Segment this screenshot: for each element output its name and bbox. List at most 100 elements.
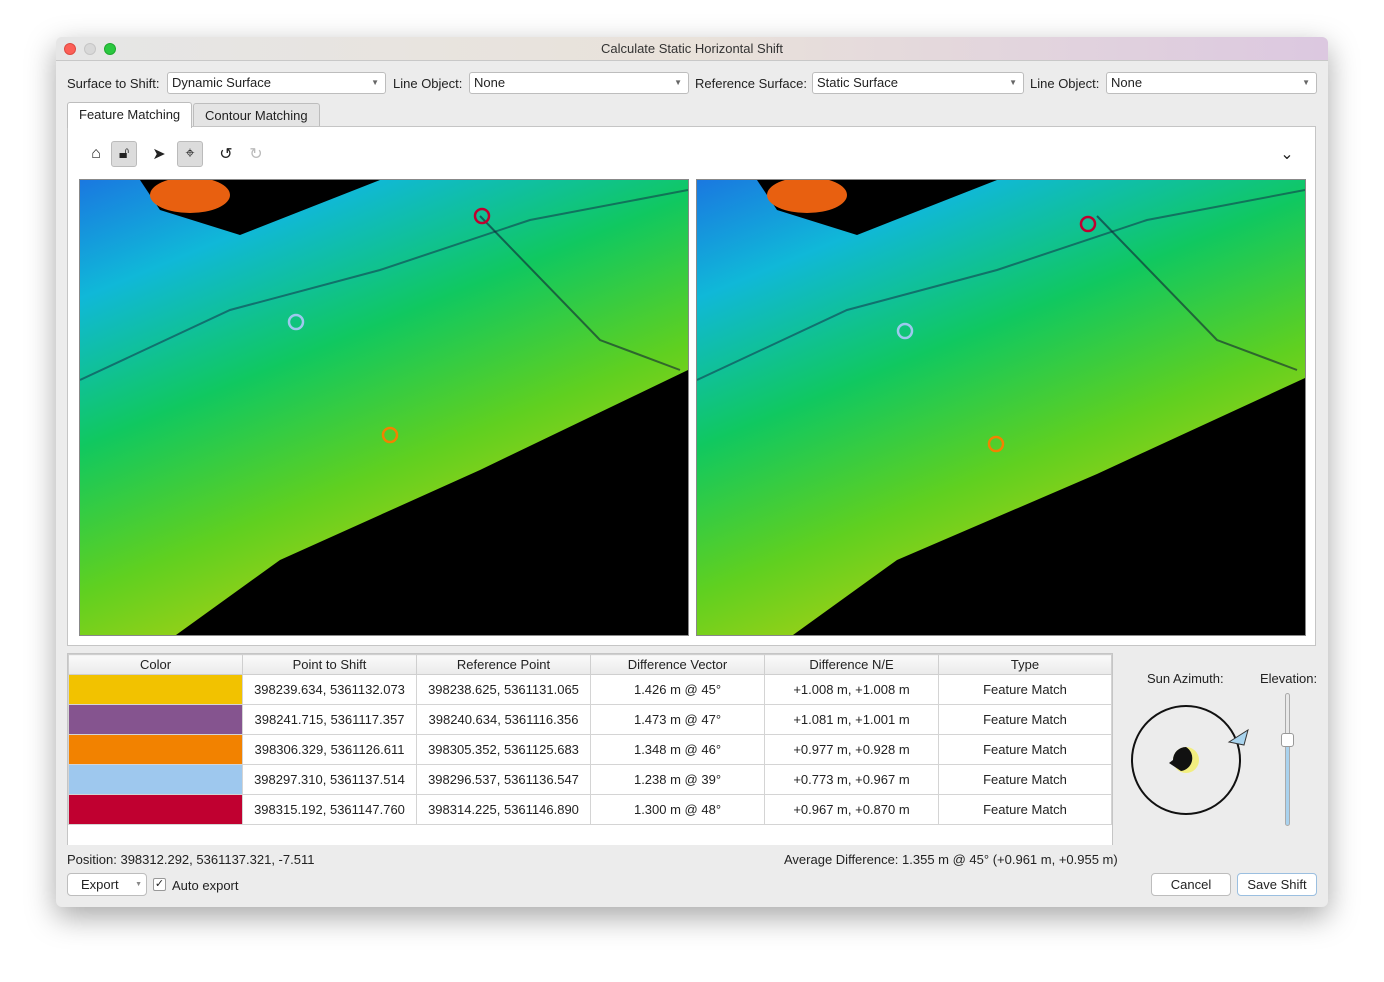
- reference-line-object-label: Line Object:: [1030, 76, 1100, 91]
- save-shift-button[interactable]: Save Shift: [1237, 873, 1317, 896]
- column-header-color[interactable]: Color: [68, 654, 243, 675]
- tab-label: Contour Matching: [205, 108, 308, 123]
- color-swatch[interactable]: [68, 704, 243, 735]
- undo-icon[interactable]: ↺: [219, 146, 233, 163]
- line-object-label: Line Object:: [393, 76, 463, 91]
- dropdown-arrow-icon: ▼: [1009, 78, 1017, 87]
- auto-export-checkbox[interactable]: ✓: [153, 878, 166, 891]
- type-cell: Feature Match: [938, 764, 1112, 795]
- window-title: Calculate Static Horizontal Shift: [600, 41, 784, 56]
- elevation-label: Elevation:: [1260, 671, 1318, 686]
- pointer-icon[interactable]: ➤: [152, 146, 166, 163]
- color-swatch[interactable]: [68, 794, 243, 825]
- point-to-shift-cell: 398306.329, 5361126.611: [242, 734, 417, 765]
- dropdown-arrow-icon: ▼: [674, 78, 682, 87]
- point-to-shift-cell: 398297.310, 5361137.514: [242, 764, 417, 795]
- match-point-marker[interactable]: [381, 426, 399, 444]
- color-swatch[interactable]: [68, 764, 243, 795]
- close-button[interactable]: [64, 43, 76, 55]
- home-icon[interactable]: ⌂: [91, 145, 101, 162]
- tab-label: Feature Matching: [79, 107, 181, 122]
- column-header-type[interactable]: Type: [938, 654, 1112, 675]
- zoom-button[interactable]: [104, 43, 116, 55]
- dropdown-arrow-icon: ▼: [371, 78, 379, 87]
- column-header-difference-vector[interactable]: Difference Vector: [590, 654, 765, 675]
- type-cell: Feature Match: [938, 734, 1112, 765]
- reference-point-cell: 398240.634, 5361116.356: [416, 704, 591, 735]
- elevation-slider[interactable]: [1285, 693, 1290, 826]
- crosshair-icon[interactable]: ⌖: [177, 141, 203, 167]
- difference-vector-cell: 1.473 m @ 47°: [590, 704, 765, 735]
- difference-ne-cell: +1.008 m, +1.008 m: [764, 674, 939, 705]
- tab-feature-matching[interactable]: Feature Matching: [67, 102, 193, 128]
- surface-select[interactable]: Dynamic Surface ▼: [167, 72, 386, 94]
- type-cell: Feature Match: [938, 704, 1112, 735]
- surface-label: Surface to Shift:: [67, 76, 160, 91]
- cancel-button[interactable]: Cancel: [1151, 873, 1231, 896]
- difference-ne-cell: +0.967 m, +0.870 m: [764, 794, 939, 825]
- average-difference: Average Difference: 1.355 m @ 45° (+0.96…: [784, 852, 1118, 867]
- table-row[interactable]: 398306.329, 5361126.611 398305.352, 5361…: [68, 734, 1112, 765]
- reference-point-cell: 398238.625, 5361131.065: [416, 674, 591, 705]
- color-swatch[interactable]: [68, 674, 243, 705]
- match-point-marker[interactable]: [896, 322, 914, 340]
- redo-icon[interactable]: ↻: [249, 146, 263, 163]
- minimize-button[interactable]: [84, 43, 96, 55]
- line-object-select[interactable]: None ▼: [469, 72, 689, 94]
- difference-vector-cell: 1.238 m @ 39°: [590, 764, 765, 795]
- sun-azimuth-label: Sun Azimuth:: [1147, 671, 1224, 686]
- difference-vector-cell: 1.300 m @ 48°: [590, 794, 765, 825]
- matches-table: Color Point to Shift Reference Point Dif…: [68, 654, 1112, 845]
- elevation-slider-handle[interactable]: [1281, 733, 1294, 747]
- reference-line-object-value: None: [1111, 75, 1143, 90]
- type-cell: Feature Match: [938, 794, 1112, 825]
- export-label: Export: [81, 877, 119, 892]
- column-header-difference-ne[interactable]: Difference N/E: [764, 654, 939, 675]
- point-to-shift-cell: 398315.192, 5361147.760: [242, 794, 417, 825]
- reference-point-cell: 398296.537, 5361136.547: [416, 764, 591, 795]
- point-to-shift-cell: 398239.634, 5361132.073: [242, 674, 417, 705]
- difference-vector-cell: 1.426 m @ 45°: [590, 674, 765, 705]
- table-row[interactable]: 398241.715, 5361117.357 398240.634, 5361…: [68, 704, 1112, 735]
- table-row[interactable]: 398315.192, 5361147.760 398314.225, 5361…: [68, 794, 1112, 825]
- dropdown-arrow-icon: ▼: [1302, 78, 1310, 87]
- azimuth-handle[interactable]: [1227, 728, 1249, 746]
- dynamic-surface-view[interactable]: [79, 177, 689, 636]
- difference-ne-cell: +0.977 m, +0.928 m: [764, 734, 939, 765]
- sun-azimuth-dial[interactable]: [1126, 697, 1256, 822]
- feature-matching-panel: ⌂ 🔓︎ ➤ ⌖ ↺ ↻ ⌄: [67, 126, 1316, 646]
- export-button[interactable]: Export ▼: [67, 873, 147, 896]
- column-header-point-to-shift[interactable]: Point to Shift: [242, 654, 417, 675]
- difference-ne-cell: +1.081 m, +1.001 m: [764, 704, 939, 735]
- color-swatch[interactable]: [68, 734, 243, 765]
- match-point-marker[interactable]: [287, 313, 305, 331]
- reference-surface-value: Static Surface: [817, 75, 898, 90]
- match-point-marker[interactable]: [1079, 215, 1097, 233]
- auto-export-label: Auto export: [172, 878, 239, 893]
- reference-point-cell: 398314.225, 5361146.890: [416, 794, 591, 825]
- type-cell: Feature Match: [938, 674, 1112, 705]
- sun-shadow-icon: [1169, 747, 1193, 771]
- title-bar: Calculate Static Horizontal Shift: [56, 37, 1328, 61]
- difference-vector-cell: 1.348 m @ 46°: [590, 734, 765, 765]
- reference-surface-select[interactable]: Static Surface ▼: [812, 72, 1024, 94]
- reference-point-cell: 398305.352, 5361125.683: [416, 734, 591, 765]
- matches-table-container: Color Point to Shift Reference Point Dif…: [67, 653, 1113, 845]
- lock-icon[interactable]: 🔓︎: [111, 141, 137, 167]
- match-point-marker[interactable]: [473, 207, 491, 225]
- reference-surface-view[interactable]: [696, 177, 1306, 636]
- reference-surface-label: Reference Surface:: [695, 76, 808, 91]
- tab-contour-matching[interactable]: Contour Matching: [193, 103, 320, 128]
- match-point-marker[interactable]: [987, 435, 1005, 453]
- table-row[interactable]: 398239.634, 5361132.073 398238.625, 5361…: [68, 674, 1112, 705]
- table-row[interactable]: 398297.310, 5361137.514 398296.537, 5361…: [68, 764, 1112, 795]
- dialog-window: Calculate Static Horizontal Shift Surfac…: [56, 37, 1328, 907]
- chevron-down-icon[interactable]: ⌄: [1280, 146, 1294, 163]
- point-to-shift-cell: 398241.715, 5361117.357: [242, 704, 417, 735]
- dropdown-arrow-icon: ▼: [135, 881, 142, 888]
- difference-ne-cell: +0.773 m, +0.967 m: [764, 764, 939, 795]
- column-header-reference-point[interactable]: Reference Point: [416, 654, 591, 675]
- reference-line-object-select[interactable]: None ▼: [1106, 72, 1317, 94]
- position-readout: Position: 398312.292, 5361137.321, -7.51…: [67, 852, 315, 867]
- line-object-value: None: [474, 75, 506, 90]
